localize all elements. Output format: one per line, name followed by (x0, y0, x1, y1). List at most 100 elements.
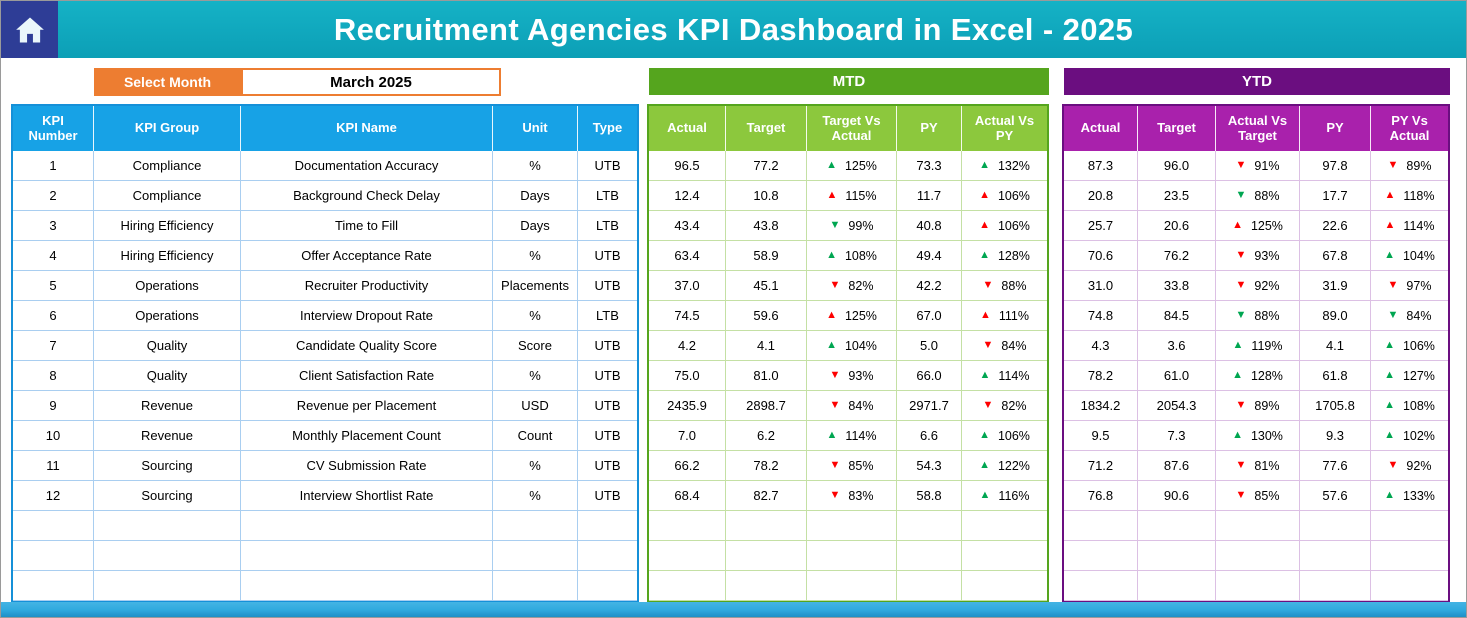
kpi-type: LTB (578, 211, 637, 241)
mtd-target: 45.1 (726, 271, 807, 301)
mtd-py: 54.3 (897, 451, 962, 481)
ytd-actual: 76.8 (1064, 481, 1138, 511)
percent-value: 93% (848, 368, 874, 383)
kpi-name: Time to Fill (241, 211, 493, 241)
percent-value: 89% (1254, 398, 1280, 413)
mtd-header-py: PY (897, 106, 962, 151)
kpi-name: Client Satisfaction Rate (241, 361, 493, 391)
ytd-row: 31.0 33.8 ▼ 92% 31.9 ▼ 97% (1064, 271, 1448, 301)
mtd-empty-cell (649, 571, 726, 601)
ytd-empty-row (1064, 511, 1448, 541)
kpi-row: 9 Revenue Revenue per Placement USD UTB (13, 391, 637, 421)
percent-value: 89% (1406, 158, 1432, 173)
kpi-number: 3 (13, 211, 94, 241)
mtd-target-vs-actual: ▼ 83% (807, 481, 897, 511)
mtd-py: 40.8 (897, 211, 962, 241)
ytd-py-vs-actual: ▲ 102% (1371, 421, 1448, 451)
kpi-group: Sourcing (94, 481, 241, 511)
percent-value: 92% (1406, 458, 1432, 473)
kpi-empty-cell (241, 541, 493, 571)
kpi-empty-cell (493, 571, 578, 601)
triangle-down-icon: ▼ (982, 279, 994, 291)
ytd-target: 84.5 (1138, 301, 1216, 331)
mtd-actual: 43.4 (649, 211, 726, 241)
triangle-up-icon: ▲ (826, 429, 838, 441)
ytd-row: 71.2 87.6 ▼ 81% 77.6 ▼ 92% (1064, 451, 1448, 481)
percent-value: 88% (1254, 188, 1280, 203)
ytd-py-vs-actual: ▲ 127% (1371, 361, 1448, 391)
mtd-empty-cell (962, 541, 1047, 571)
kpi-header-kpi-number: KPI Number (13, 106, 94, 151)
mtd-row: 43.4 43.8 ▼ 99% 40.8 ▲ 106% (649, 211, 1047, 241)
percent-value: 118% (1403, 188, 1435, 203)
ytd-target: 96.0 (1138, 151, 1216, 181)
mtd-target: 6.2 (726, 421, 807, 451)
triangle-up-icon: ▲ (1384, 339, 1395, 351)
mtd-actual-vs-py: ▼ 84% (962, 331, 1047, 361)
mtd-header-actual-vs-py: Actual Vs PY (962, 106, 1047, 151)
mtd-actual-vs-py: ▲ 111% (962, 301, 1047, 331)
ytd-actual: 20.8 (1064, 181, 1138, 211)
mtd-empty-cell (897, 511, 962, 541)
triangle-up-icon: ▲ (979, 309, 991, 321)
percent-value: 108% (1402, 398, 1435, 413)
ytd-py: 17.7 (1300, 181, 1371, 211)
mtd-actual: 96.5 (649, 151, 726, 181)
ytd-empty-cell (1371, 511, 1448, 541)
percent-value: 106% (997, 428, 1030, 443)
kpi-empty-cell (241, 571, 493, 601)
mtd-target: 82.7 (726, 481, 807, 511)
ytd-py: 31.9 (1300, 271, 1371, 301)
percent-value: 119% (1251, 338, 1283, 353)
triangle-up-icon: ▲ (1384, 489, 1395, 501)
kpi-group: Revenue (94, 421, 241, 451)
kpi-type: LTB (578, 301, 637, 331)
mtd-actual: 68.4 (649, 481, 726, 511)
kpi-name: Monthly Placement Count (241, 421, 493, 451)
percent-value: 85% (1254, 488, 1280, 503)
ytd-row: 9.5 7.3 ▲ 130% 9.3 ▲ 102% (1064, 421, 1448, 451)
percent-value: 106% (997, 188, 1030, 203)
percent-value: 128% (1250, 368, 1283, 383)
kpi-row: 6 Operations Interview Dropout Rate% LTB (13, 301, 637, 331)
percent-value: 125% (844, 308, 877, 323)
ytd-target: 3.6 (1138, 331, 1216, 361)
mtd-actual-vs-py: ▲ 106% (962, 421, 1047, 451)
percent-value: 122% (997, 458, 1030, 473)
select-month-label: Select Month (94, 68, 241, 96)
ytd-py-vs-actual: ▼ 84% (1371, 301, 1448, 331)
mtd-row: 96.5 77.2 ▲ 125% 73.3 ▲ 132% (649, 151, 1047, 181)
ytd-actual-vs-target: ▼ 81% (1216, 451, 1300, 481)
kpi-empty-row (13, 571, 637, 601)
mtd-empty-cell (649, 541, 726, 571)
percent-value: 104% (1402, 248, 1435, 263)
ytd-target: 90.6 (1138, 481, 1216, 511)
home-button[interactable] (1, 1, 58, 58)
mtd-header-actual: Actual (649, 106, 726, 151)
triangle-up-icon: ▲ (979, 489, 991, 501)
ytd-py-vs-actual: ▲ 118% (1371, 181, 1448, 211)
ytd-row: 1834.2 2054.3 ▼ 89% 1705.8 ▲ 108% (1064, 391, 1448, 421)
page-title: Recruitment Agencies KPI Dashboard in Ex… (333, 11, 1134, 47)
kpi-empty-cell (13, 511, 94, 541)
mtd-py: 11.7 (897, 181, 962, 211)
ytd-actual: 70.6 (1064, 241, 1138, 271)
percent-value: 128% (997, 248, 1030, 263)
kpi-number: 1 (13, 151, 94, 181)
ytd-actual-vs-target: ▼ 93% (1216, 241, 1300, 271)
ytd-row: 20.8 23.5 ▼ 88% 17.7 ▲ 118% (1064, 181, 1448, 211)
percent-value: 106% (997, 218, 1030, 233)
ytd-row: 4.3 3.6 ▲ 119% 4.1 ▲ 106% (1064, 331, 1448, 361)
ytd-actual-vs-target: ▼ 92% (1216, 271, 1300, 301)
kpi-row: 1 Compliance Documentation Accuracy% UTB (13, 151, 637, 181)
triangle-up-icon: ▲ (1384, 189, 1396, 201)
ytd-py-vs-actual: ▼ 97% (1371, 271, 1448, 301)
ytd-actual: 4.3 (1064, 331, 1138, 361)
kpi-row: 11 Sourcing CV Submission Rate% UTB (13, 451, 637, 481)
kpi-empty-cell (578, 541, 637, 571)
ytd-target: 33.8 (1138, 271, 1216, 301)
ytd-header-actual-vs-target: Actual Vs Target (1216, 106, 1300, 151)
kpi-type: UTB (578, 421, 637, 451)
kpi-type: UTB (578, 331, 637, 361)
month-selector[interactable]: March 2025 (241, 68, 501, 96)
